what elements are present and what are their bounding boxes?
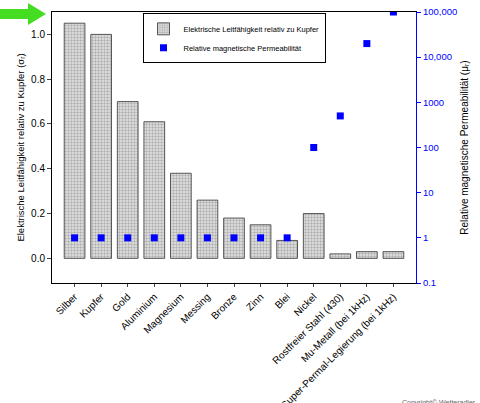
svg-text:Nickel: Nickel xyxy=(292,291,319,318)
svg-text:0.8: 0.8 xyxy=(31,74,45,85)
svg-text:Mu-Metall (bei 1kHz): Mu-Metall (bei 1kHz) xyxy=(299,291,372,364)
svg-text:10,000: 10,000 xyxy=(423,51,452,62)
svg-text:Bronze: Bronze xyxy=(209,291,239,321)
svg-text:Elektrische Leitfähigkeit rela: Elektrische Leitfähigkeit relativ zu Kup… xyxy=(15,53,26,241)
svg-text:Relative magnetische Permeabil: Relative magnetische Permeabilität (μᵣ) xyxy=(459,60,470,234)
svg-text:Super-Permal-Legierung (bei 1k: Super-Permal-Legierung (bei 1kHz) xyxy=(279,291,398,403)
svg-text:0.2: 0.2 xyxy=(31,208,45,219)
svg-text:Kupfer: Kupfer xyxy=(77,291,106,320)
svg-text:0.4: 0.4 xyxy=(31,163,45,174)
svg-text:100,000: 100,000 xyxy=(423,6,457,17)
svg-text:Elektrische Leitfähigkeit rela: Elektrische Leitfähigkeit relativ zu Kup… xyxy=(184,25,320,34)
svg-text:Rostfreier Stahl (430): Rostfreier Stahl (430) xyxy=(270,291,345,366)
svg-text:Aluminium: Aluminium xyxy=(118,291,159,332)
svg-text:Zinn: Zinn xyxy=(244,291,266,313)
svg-text:100: 100 xyxy=(423,142,439,153)
svg-text:0.1: 0.1 xyxy=(423,277,436,288)
svg-text:1000: 1000 xyxy=(423,97,444,108)
svg-text:1: 1 xyxy=(423,232,428,243)
svg-text:Gold: Gold xyxy=(110,291,133,314)
svg-text:Silber: Silber xyxy=(54,291,80,317)
svg-text:Relative magnetische Permeabil: Relative magnetische Permeabilität xyxy=(184,44,302,53)
svg-text:Magnesium: Magnesium xyxy=(141,291,185,335)
svg-text:Copyright© Wetteradler: Copyright© Wetteradler xyxy=(402,399,476,403)
svg-text:Messing: Messing xyxy=(178,291,212,325)
svg-text:0.0: 0.0 xyxy=(31,253,45,264)
svg-text:Blei: Blei xyxy=(273,291,293,311)
svg-text:1.0: 1.0 xyxy=(31,29,45,40)
svg-text:10: 10 xyxy=(423,187,434,198)
svg-text:0.6: 0.6 xyxy=(31,118,45,129)
